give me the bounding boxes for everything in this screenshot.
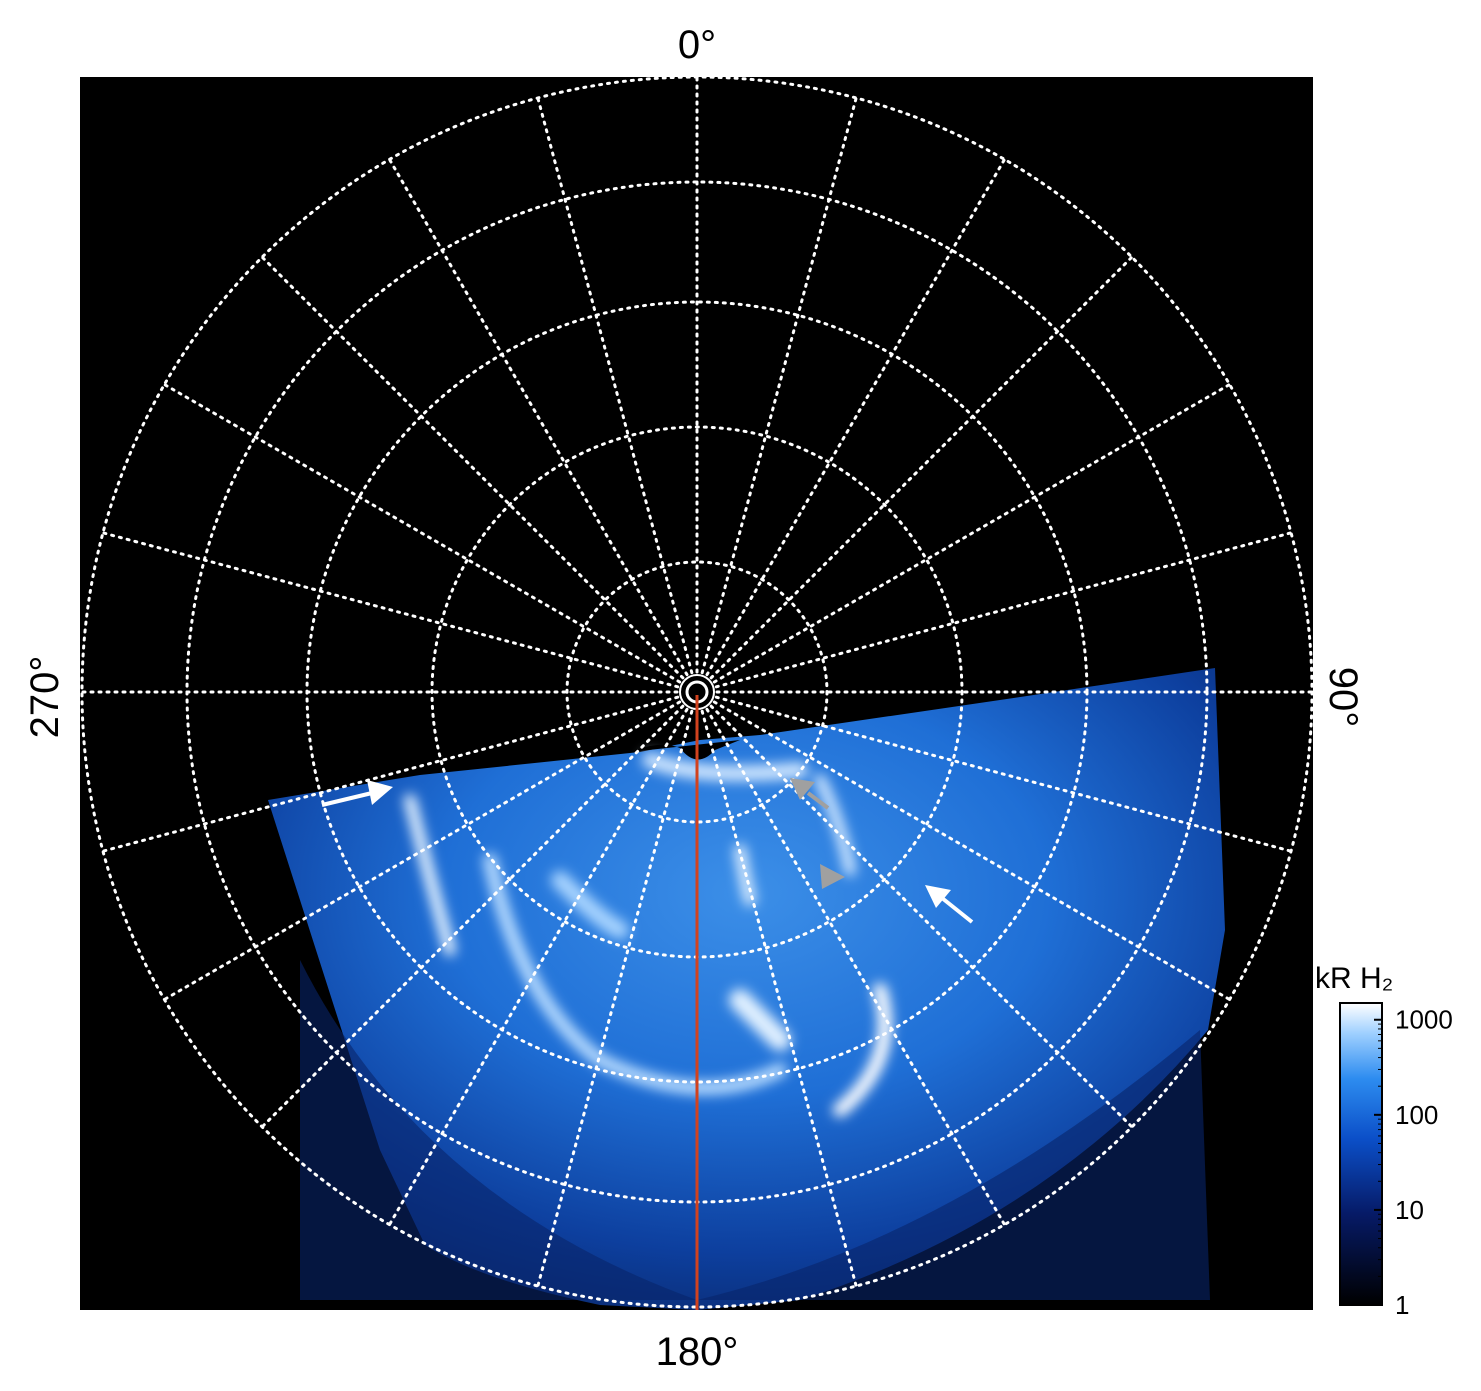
arrow xyxy=(940,896,974,924)
arrow xyxy=(321,791,373,807)
grid-meridian xyxy=(536,96,694,675)
grid-meridian xyxy=(705,707,1006,1227)
angle-label: 180° xyxy=(656,1330,739,1374)
arrow xyxy=(806,791,830,810)
arrow-head xyxy=(367,780,393,805)
grid-meridian xyxy=(536,709,694,1288)
angle-label: 90° xyxy=(1321,667,1365,728)
angle-label: 270° xyxy=(23,656,67,739)
colorbar-tick-label: 100 xyxy=(1395,1100,1438,1130)
colorbar-ticks: 1 10 100 1000 xyxy=(1374,1005,1453,1320)
arrow-head xyxy=(925,885,951,908)
arrow-head xyxy=(820,864,845,889)
grid-meridian xyxy=(709,704,1134,1129)
grid-meridian xyxy=(260,255,685,680)
grid-meridian xyxy=(388,157,689,677)
grid-meridian xyxy=(700,96,858,675)
grid-meridian xyxy=(260,704,685,1129)
aurora-faint xyxy=(300,960,1210,1300)
grid-meridian xyxy=(101,695,680,853)
grid-meridian xyxy=(162,383,682,684)
grid-meridian xyxy=(709,255,1134,680)
grid-meridian xyxy=(705,157,1006,677)
colorbar-tick-label: 1 xyxy=(1395,1290,1409,1320)
grid-ring xyxy=(565,560,829,824)
grid-meridian xyxy=(714,695,1293,853)
grid-meridian xyxy=(101,531,680,689)
colorbar xyxy=(1339,1002,1383,1306)
grid-meridian xyxy=(162,700,682,1001)
grid-meridian xyxy=(700,709,858,1288)
aurora-emission xyxy=(268,668,1225,1310)
colorbar-tick-label: 1000 xyxy=(1395,1005,1453,1035)
aurora-edge xyxy=(630,740,740,760)
grid-meridian xyxy=(388,707,689,1227)
grid-meridian xyxy=(714,531,1293,689)
colorbar-tick-label: 10 xyxy=(1395,1195,1424,1225)
arrow-head xyxy=(790,778,815,800)
arrows xyxy=(321,778,974,924)
colorbar-title: kR H₂ xyxy=(1315,962,1393,995)
aurora xyxy=(268,668,1225,1310)
angle-label: 0° xyxy=(678,23,716,67)
grid-meridian xyxy=(712,700,1232,1001)
grid-meridian xyxy=(712,383,1232,684)
